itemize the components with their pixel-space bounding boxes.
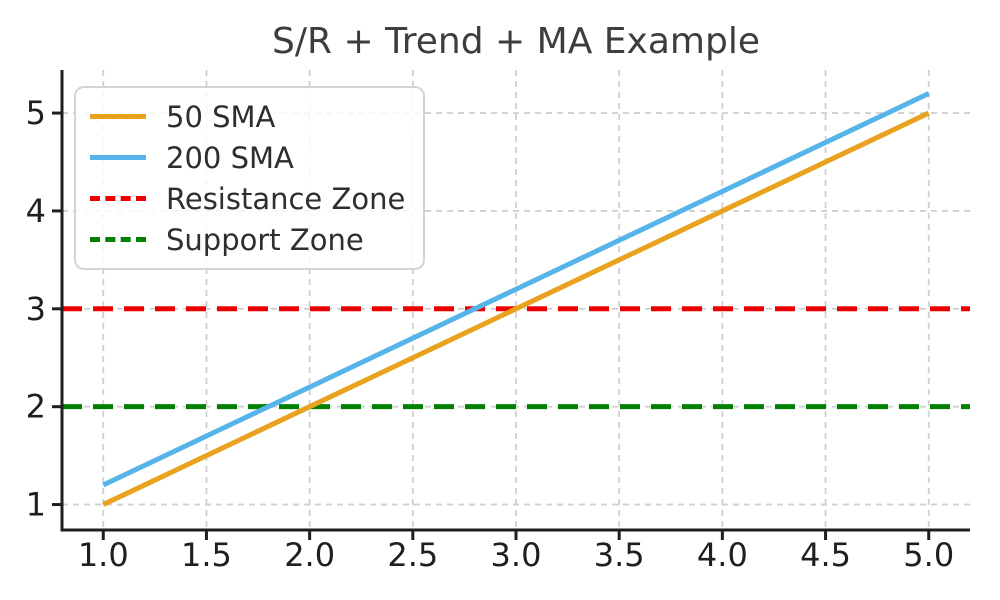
legend-item-resistance-zone: Resistance Zone xyxy=(90,178,405,219)
x-tick-label: 2.0 xyxy=(284,536,335,574)
x-tick-label: 3.5 xyxy=(594,536,645,574)
x-tick-label: 2.5 xyxy=(387,536,438,574)
legend-label-resistance: Resistance Zone xyxy=(166,181,406,216)
series-line-200-sma xyxy=(102,91,930,488)
x-tick-label: 4.0 xyxy=(697,536,748,574)
chart-title: S/R + Trend + MA Example xyxy=(272,21,760,62)
x-tick-label: 1.5 xyxy=(181,536,232,574)
y-tick-label: 3 xyxy=(26,290,46,328)
legend-line-swatch-200-sma xyxy=(90,155,146,160)
x-tick-label: 3.0 xyxy=(491,536,542,574)
legend-item-200-sma: 200 SMA xyxy=(90,137,405,178)
x-tick-label: 4.5 xyxy=(800,536,851,574)
x-tick-label: 1.0 xyxy=(78,536,129,574)
legend-label-50-sma: 50 SMA xyxy=(166,99,276,134)
legend-line-swatch-50-sma xyxy=(90,114,146,119)
series-line-50-sma xyxy=(102,110,930,507)
legend-line-swatch-resistance xyxy=(90,196,146,201)
legend-item-support-zone: Support Zone xyxy=(90,219,405,260)
y-tick-label: 1 xyxy=(26,486,46,524)
y-tick-label: 5 xyxy=(26,94,46,132)
legend-label-200-sma: 200 SMA xyxy=(166,140,294,175)
x-tick-label: 5.0 xyxy=(903,536,954,574)
y-tick-label: 2 xyxy=(26,388,46,426)
y-tick-label: 4 xyxy=(26,192,46,230)
legend-line-swatch-support xyxy=(90,237,146,242)
legend-label-support: Support Zone xyxy=(166,222,364,257)
legend: 50 SMA 200 SMA Resistance Zone Support Z… xyxy=(74,86,426,270)
legend-item-50-sma: 50 SMA xyxy=(90,96,405,137)
